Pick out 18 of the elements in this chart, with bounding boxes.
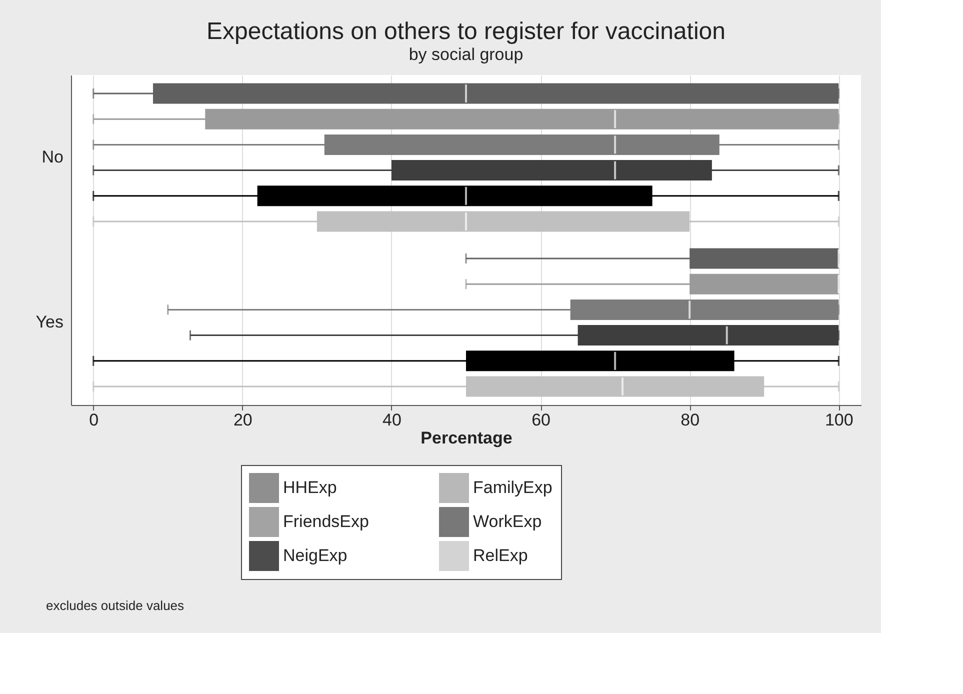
- legend-label: FamilyExp: [473, 478, 552, 497]
- chart-subtitle: by social group: [408, 45, 524, 64]
- legend-label: FriendsExp: [283, 512, 369, 531]
- x-axis-title: Percentage: [420, 428, 512, 448]
- x-tick-label: 0: [89, 410, 99, 430]
- legend-label: HHExp: [283, 478, 337, 497]
- chart-title: Expectations on others to register for vaccination: [206, 18, 726, 45]
- x-tick-label: 40: [382, 410, 402, 430]
- legend-label: NeigExp: [283, 546, 348, 565]
- legend-label: RelExp: [473, 546, 528, 565]
- y-tick-label: Yes: [36, 312, 64, 332]
- x-tick-label: 100: [824, 410, 854, 430]
- legend-label: WorkExp: [473, 512, 542, 531]
- x-tick-label: 60: [532, 410, 550, 430]
- x-tick-label: 20: [233, 410, 252, 430]
- y-tick-label: No: [42, 148, 64, 166]
- x-tick-label: 80: [680, 410, 700, 430]
- text: excludes outside values: [46, 598, 185, 613]
